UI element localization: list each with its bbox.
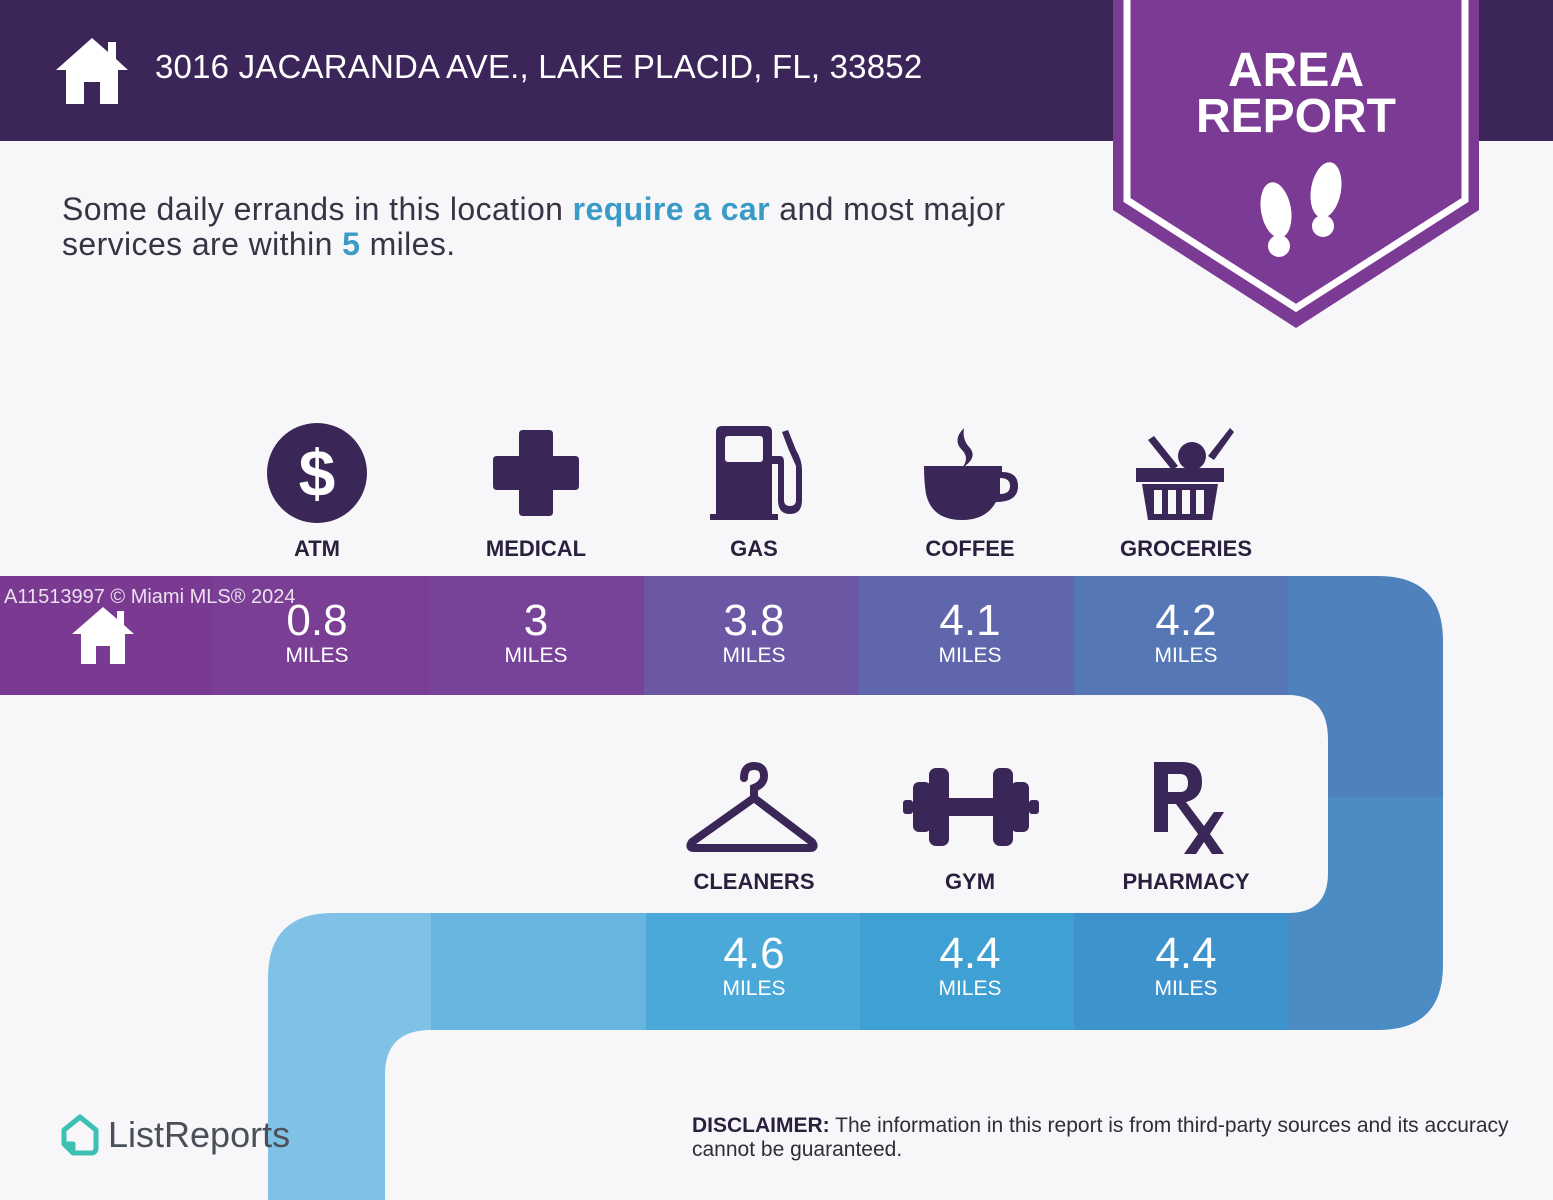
distance-value: 4.2 (1155, 596, 1217, 645)
distance-value: 0.8 (286, 596, 348, 645)
label-groceries: GROCERIES (1119, 536, 1253, 561)
distance-cleaners: 4.6 MILES (646, 931, 862, 1001)
listreports-logo-icon (61, 1114, 99, 1156)
distance-value: 3 (523, 596, 549, 645)
area-report-badge (1113, 0, 1479, 328)
summary-part-1: Some daily errands in this location (62, 191, 573, 227)
summary-highlight-miles: 5 (342, 226, 361, 262)
listreports-brand: ListReports (108, 1114, 291, 1155)
footprints-icon (1260, 162, 1342, 257)
mls-watermark: A11513997 © Miami MLS® 2024 (4, 586, 296, 608)
distance-unit: MILES (938, 644, 1002, 667)
disclaimer-title: DISCLAIMER: (692, 1114, 830, 1137)
summary-highlight-car: require a car (572, 191, 770, 227)
distance-unit: MILES (504, 644, 568, 667)
summary-part-3: miles. (360, 226, 456, 262)
distance-value: 3.8 (723, 596, 785, 645)
distance-medical: 3 MILES (428, 598, 644, 668)
label-coffee: COFFEE (925, 536, 1015, 561)
rx-icon (1154, 762, 1224, 854)
distance-gym: 4.4 MILES (862, 931, 1078, 1001)
label-cleaners: CLEANERS (693, 869, 815, 894)
distance-value: 4.1 (939, 596, 1001, 645)
distance-value: 4.4 (1155, 929, 1217, 978)
distance-unit: MILES (285, 644, 349, 667)
dollar-icon: $ (267, 423, 367, 523)
home-icon (56, 38, 128, 104)
distance-pharmacy: 4.4 MILES (1078, 931, 1294, 1001)
distance-unit: MILES (938, 977, 1002, 1000)
distance-unit: MILES (1154, 644, 1218, 667)
label-medical: MEDICAL (485, 536, 587, 561)
label-atm: ATM (293, 536, 341, 561)
summary-part-2: and most major services are within (62, 191, 1006, 262)
dumbbell-icon (903, 768, 1039, 846)
area-report-title: AREA REPORT (1150, 44, 1442, 143)
svg-text:$: $ (299, 436, 336, 510)
distance-gas: 3.8 MILES (646, 598, 862, 668)
distance-coffee: 4.1 MILES (862, 598, 1078, 668)
badge-line-1: AREA (1227, 44, 1364, 97)
distance-atm: 0.8 MILES (209, 598, 425, 668)
property-address: 3016 JACARANDA AVE., LAKE PLACID, FL, 33… (155, 48, 923, 85)
distance-unit: MILES (1154, 977, 1218, 1000)
coffee-cup-icon (924, 428, 1018, 520)
gas-pump-icon (710, 426, 802, 520)
start-home-icon (72, 607, 134, 664)
medical-cross-icon (493, 430, 579, 516)
grocery-basket-icon (1136, 428, 1234, 520)
distance-unit: MILES (722, 977, 786, 1000)
label-gym: GYM (944, 869, 996, 894)
distance-value: 4.4 (939, 929, 1001, 978)
label-pharmacy: PHARMACY (1122, 869, 1250, 894)
label-gas: GAS (730, 536, 778, 561)
distance-value: 4.6 (723, 929, 785, 978)
disclaimer-text: The information in this report is from t… (692, 1114, 1509, 1161)
distance-groceries: 4.2 MILES (1078, 598, 1294, 668)
hanger-icon (686, 761, 818, 852)
disclaimer: DISCLAIMER: The information in this repo… (692, 1114, 1512, 1162)
distance-unit: MILES (722, 644, 786, 667)
summary-text: Some daily errands in this location requ… (62, 192, 1082, 262)
badge-line-2: REPORT (1195, 90, 1396, 143)
